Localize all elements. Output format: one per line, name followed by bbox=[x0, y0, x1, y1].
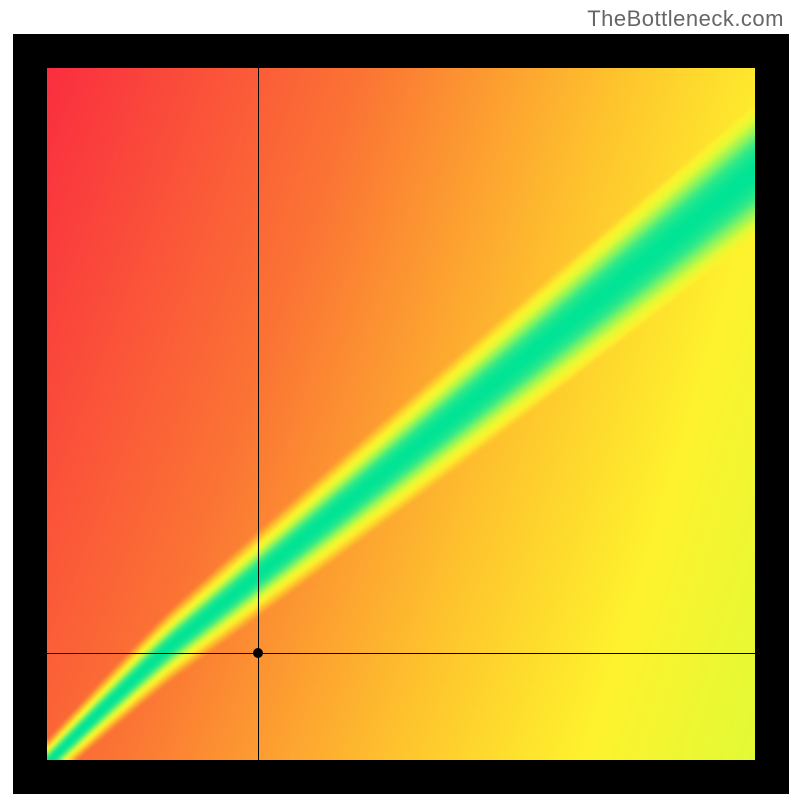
crosshair-horizontal bbox=[47, 653, 755, 654]
chart-container: TheBottleneck.com bbox=[0, 0, 800, 800]
plot-area bbox=[47, 68, 755, 760]
heatmap-canvas bbox=[47, 68, 755, 760]
watermark-text: TheBottleneck.com bbox=[587, 6, 784, 32]
crosshair-marker bbox=[253, 648, 263, 658]
